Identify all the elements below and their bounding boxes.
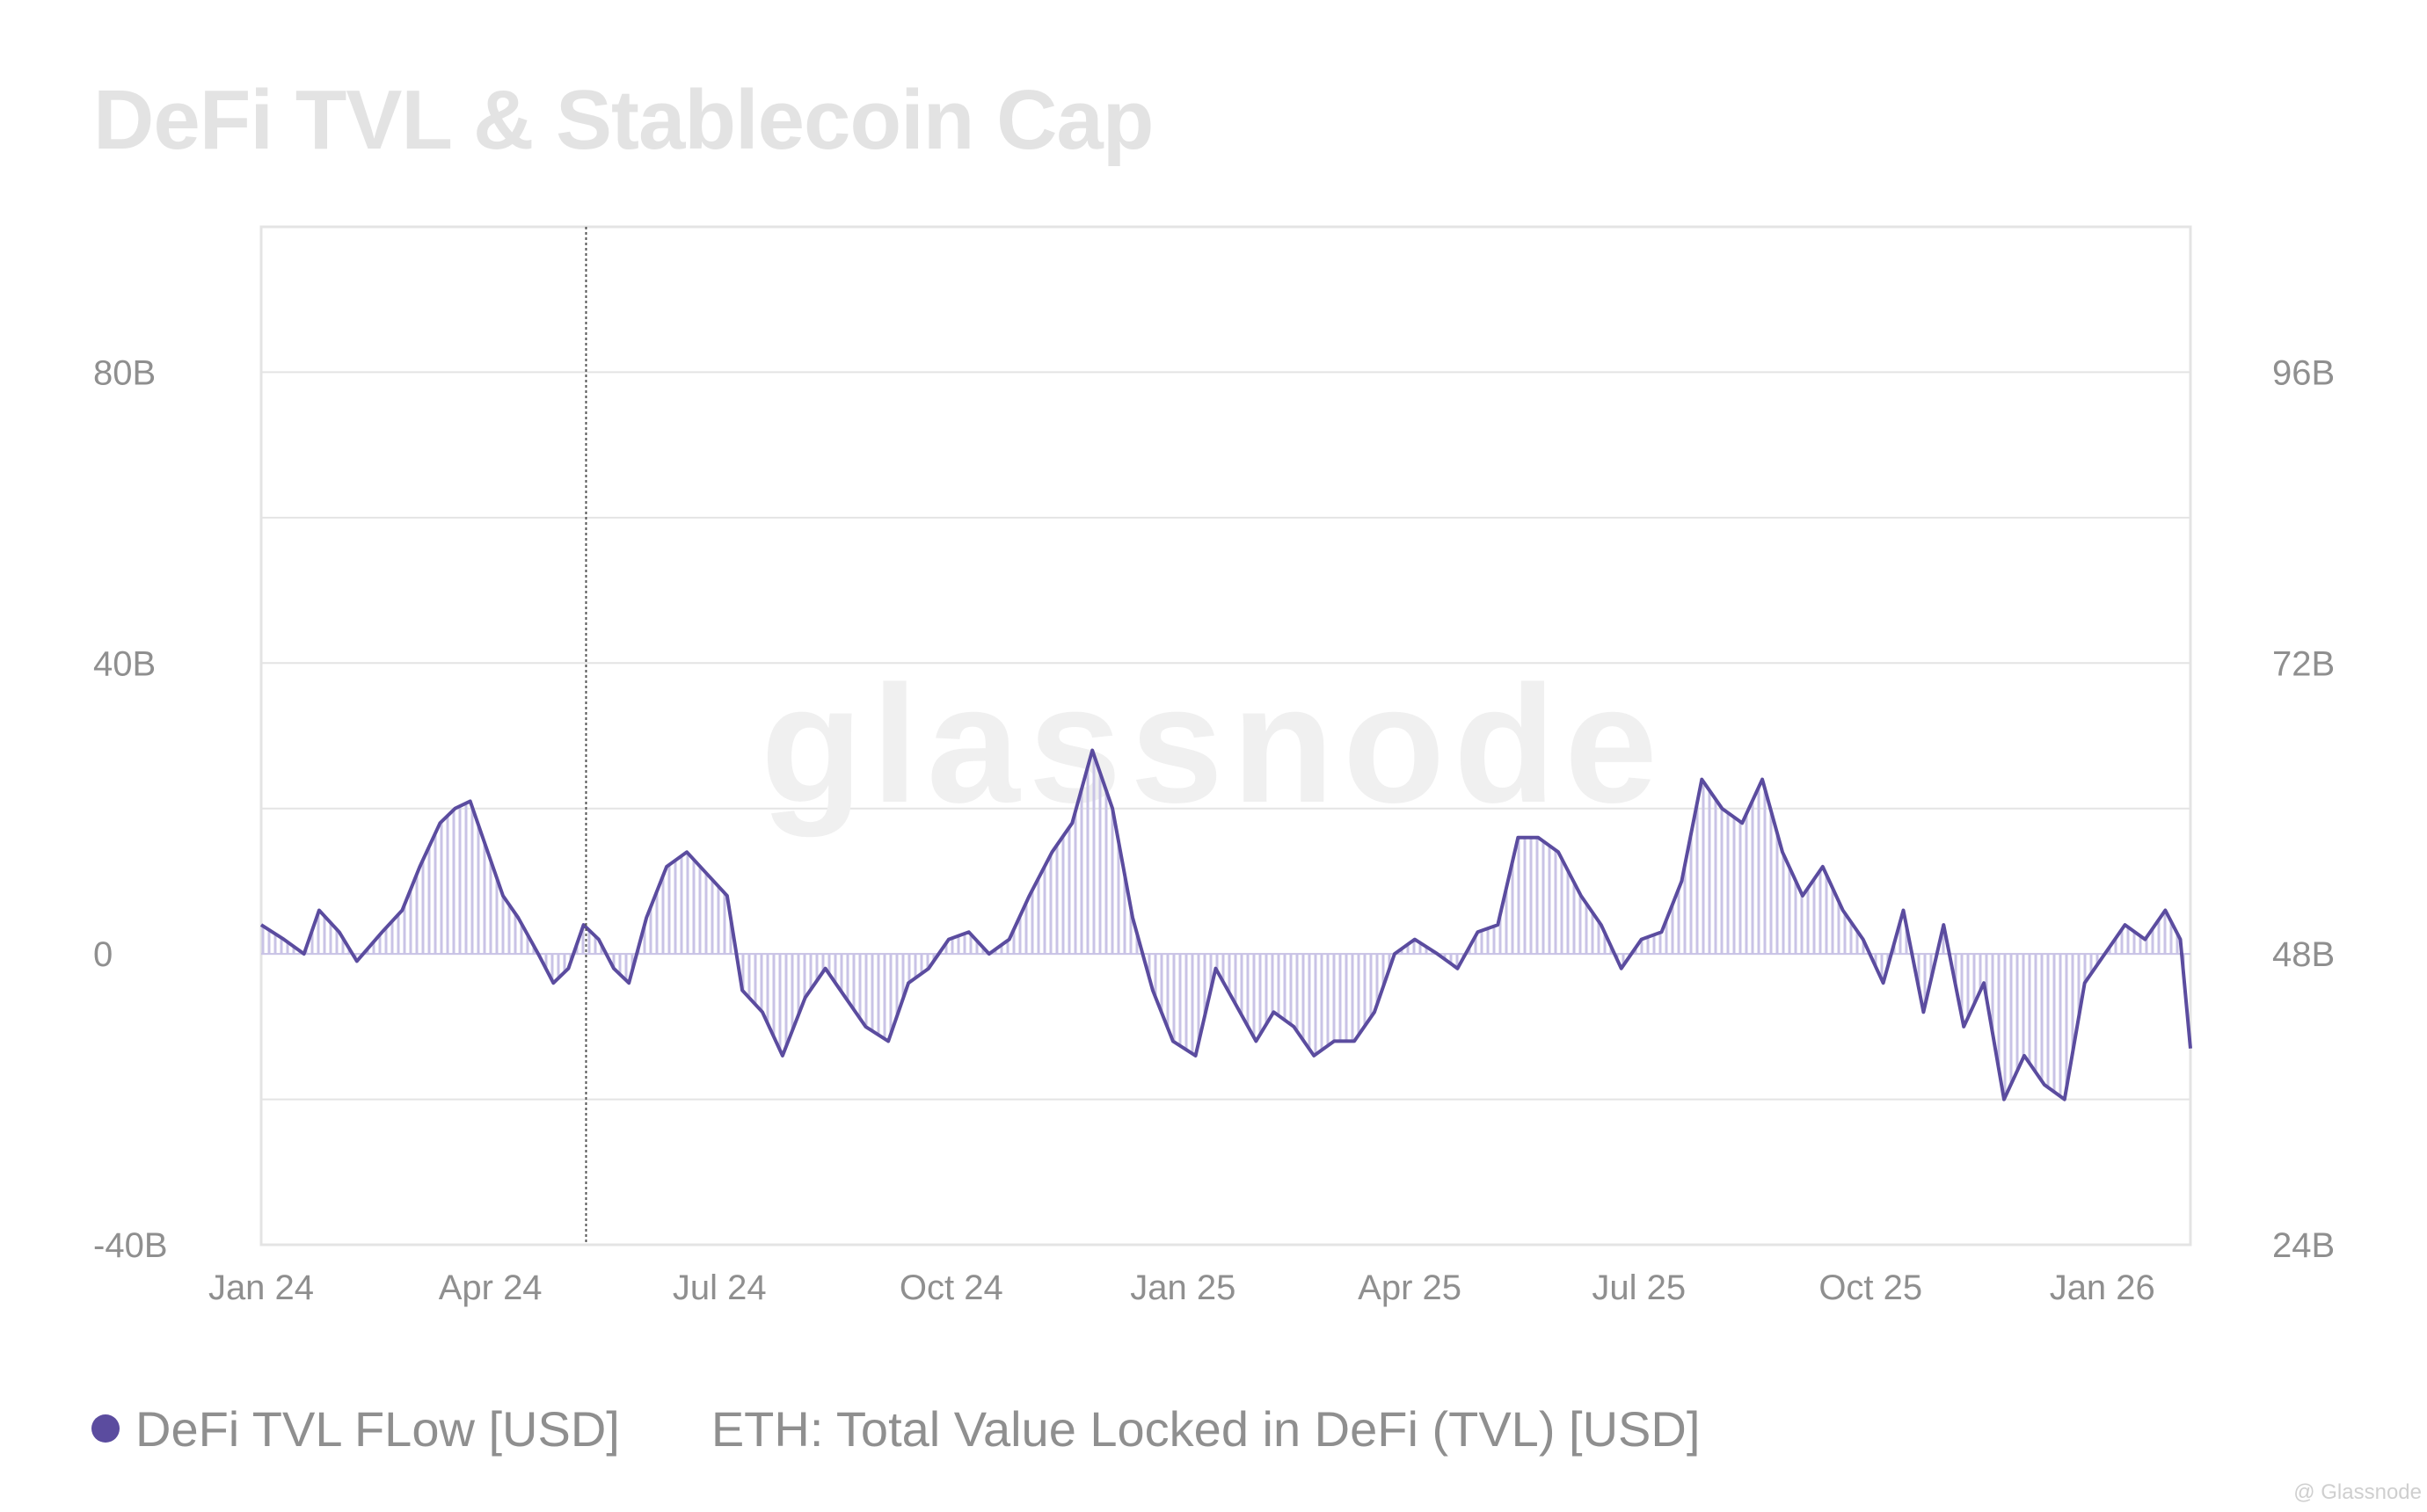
series-line-layer — [259, 748, 2192, 1101]
series-line-defi-tvl-flow — [259, 748, 2192, 1101]
x-tick-label: Apr 25 — [1358, 1268, 1461, 1307]
y-right-tick-label: 72B — [2272, 644, 2335, 683]
x-tick-label: Oct 24 — [900, 1268, 1003, 1307]
tick-layer: 80B 40B 0 -40B 96B 72B 48B 24B Jan 24 Apr 24 Jul 2… — [93, 353, 2335, 1307]
legend: DeFi TVL FLow [USD] ETH: Total Value Loc… — [91, 1398, 1700, 1459]
y-left-tick-label: 40B — [93, 644, 156, 683]
y-left-tick-label: -40B — [93, 1226, 168, 1265]
x-tick-label: Apr 24 — [439, 1268, 543, 1307]
x-tick-label: Jul 25 — [1592, 1268, 1686, 1307]
legend-item-tvl-flow[interactable]: DeFi TVL FLow [USD] — [135, 1400, 620, 1457]
x-tick-label: Oct 25 — [1818, 1268, 1922, 1307]
y-right-tick-label: 24B — [2272, 1226, 2335, 1265]
y-left-tick-label: 0 — [93, 935, 113, 974]
y-left-tick-label: 80B — [93, 353, 156, 392]
x-tick-label: Jul 24 — [673, 1268, 767, 1307]
x-tick-label: Jan 26 — [2050, 1268, 2155, 1307]
chart-title: DeFi TVL & Stablecoin Cap — [93, 73, 1154, 167]
y-right-tick-label: 96B — [2272, 353, 2335, 392]
source-credit: @ Glassnode — [2293, 1480, 2422, 1504]
grid-layer — [259, 225, 2192, 1247]
x-tick-label: Jan 25 — [1130, 1268, 1235, 1307]
watermark: glassnode — [761, 651, 1666, 838]
legend-dot-icon — [91, 1414, 120, 1443]
area-fill-layer — [261, 754, 2190, 1098]
x-tick-label: Jan 24 — [208, 1268, 314, 1307]
legend-item-eth-tvl[interactable]: ETH: Total Value Locked in DeFi (TVL) [U… — [711, 1400, 1701, 1457]
y-right-tick-label: 48B — [2272, 935, 2335, 974]
